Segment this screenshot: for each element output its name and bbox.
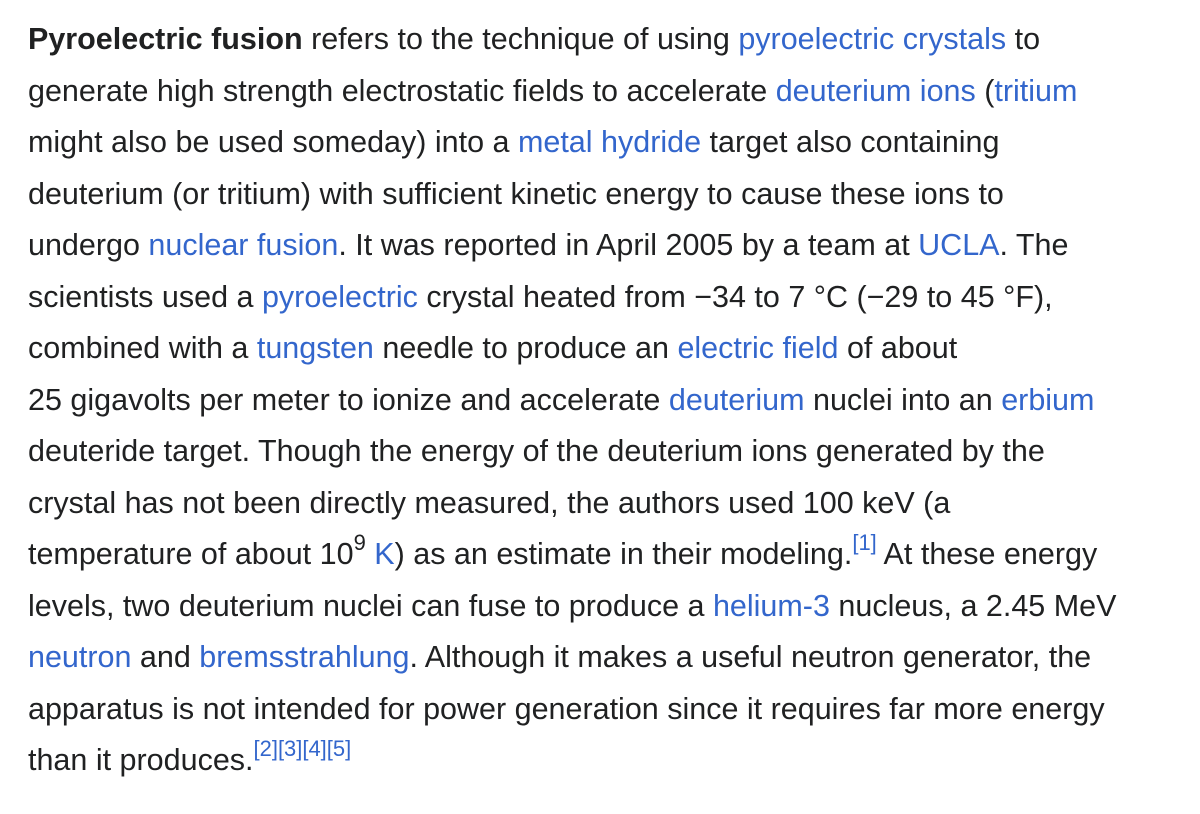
link-deuterium[interactable]: deuterium [668,382,805,417]
paragraph-text: than it produces. [28,743,254,777]
paragraph-text: deuterium (or tritium) with sufficient k… [28,176,1004,211]
paragraph-text: At these energy [876,537,1098,571]
paragraph-line: undergo nuclear fusion. It was reported … [28,220,1186,272]
citation-link[interactable]: [1] [852,530,877,556]
article-subject: Pyroelectric fusion [28,22,303,56]
paragraph-line: scientists used a pyroelectric crystal h… [28,272,1186,324]
paragraph-text: scientists used a [28,279,262,314]
paragraph-text: apparatus is not intended for power gene… [28,691,1105,726]
paragraph-text [366,537,374,571]
paragraph-text: . The [999,228,1069,262]
citation-link[interactable]: [2] [253,736,278,762]
link-electric-field[interactable]: electric field [677,331,839,365]
paragraph-text: and [131,640,200,674]
paragraph-text: 25 gigavolts per meter to ionize and acc… [28,382,669,417]
paragraph-line: deuterium (or tritium) with sufficient k… [28,169,1186,221]
paragraph-text: ) as an estimate in their modeling. [394,537,853,571]
paragraph-text: crystal has not been directly measured, … [28,485,951,520]
link-tungsten[interactable]: tungsten [256,331,374,365]
paragraph-text: to [1006,22,1041,56]
article-paragraph: Pyroelectric fusion refers to the techni… [28,14,1186,787]
paragraph-text: target also containing [701,125,1000,159]
citation-ref-5[interactable]: [5] [327,736,351,761]
citation-link[interactable]: [5] [326,736,352,762]
paragraph-line: temperature of about 109 K) as an estima… [28,529,1186,581]
link-ucla[interactable]: UCLA [918,228,1000,262]
paragraph-line: neutron and bremsstrahlung. Although it … [28,632,1186,684]
paragraph-text: ( [975,73,995,108]
paragraph-text: combined with a [28,331,257,365]
link-helium-3[interactable]: helium-3 [712,588,830,623]
link-nuclear-fusion[interactable]: nuclear fusion [148,228,339,262]
link-metal-hydride[interactable]: metal hydride [517,125,702,159]
paragraph-text: . Although it makes a useful neutron gen… [409,640,1092,674]
paragraph-text: deuteride target. Though the energy of t… [28,434,1045,468]
paragraph-line: generate high strength electrostatic fie… [28,66,1186,118]
paragraph-line: deuteride target. Though the energy of t… [28,426,1186,478]
citation-ref-2[interactable]: [2] [254,736,278,761]
paragraph-line: levels, two deuterium nuclei can fuse to… [28,581,1186,633]
link-tritium[interactable]: tritium [994,73,1078,108]
link-deuterium-ions[interactable]: deuterium ions [775,73,976,108]
paragraph-line: crystal has not been directly measured, … [28,478,1186,530]
citation-ref-4[interactable]: [4] [302,736,326,761]
paragraph-line: Pyroelectric fusion refers to the techni… [28,14,1186,66]
link-pyroelectric-crystals[interactable]: pyroelectric crystals [738,22,1007,56]
exponent: 9 [353,530,366,556]
link-bremsstrahlung[interactable]: bremsstrahlung [199,640,410,674]
paragraph-text: needle to produce an [373,331,678,365]
citation-link[interactable]: [4] [302,736,327,762]
paragraph-text: levels, two deuterium nuclei can fuse to… [28,588,713,623]
paragraph-line: combined with a tungsten needle to produ… [28,323,1186,375]
paragraph-text: refers to the technique of using [302,22,739,56]
paragraph-text: crystal heated from −34 to 7 °C (−29 to … [417,279,1053,314]
paragraph-line: than it produces.[2][3][4][5] [28,735,1186,787]
link-neutron[interactable]: neutron [28,640,132,674]
paragraph-text: undergo [28,228,149,262]
paragraph-text: nuclei into an [804,382,1002,417]
paragraph-text: temperature of about 10 [28,537,354,571]
link-k[interactable]: K [374,537,395,571]
paragraph-text: . It was reported in April 2005 by a tea… [338,228,919,262]
citation-link[interactable]: [3] [277,736,303,762]
paragraph-line: apparatus is not intended for power gene… [28,684,1186,736]
paragraph-text: nucleus, a 2.45 MeV [829,588,1117,623]
paragraph-line: 25 gigavolts per meter to ionize and acc… [28,375,1186,427]
paragraph-text: might also be used someday) into a [28,125,518,159]
paragraph-line: might also be used someday) into a metal… [28,117,1186,169]
paragraph-text: of about [838,331,958,365]
paragraph-text: generate high strength electrostatic fie… [28,73,776,108]
link-erbium[interactable]: erbium [1001,382,1095,417]
citation-ref-3[interactable]: [3] [278,736,302,761]
citation-ref-1[interactable]: [1] [852,530,876,555]
link-pyroelectric[interactable]: pyroelectric [261,279,418,314]
